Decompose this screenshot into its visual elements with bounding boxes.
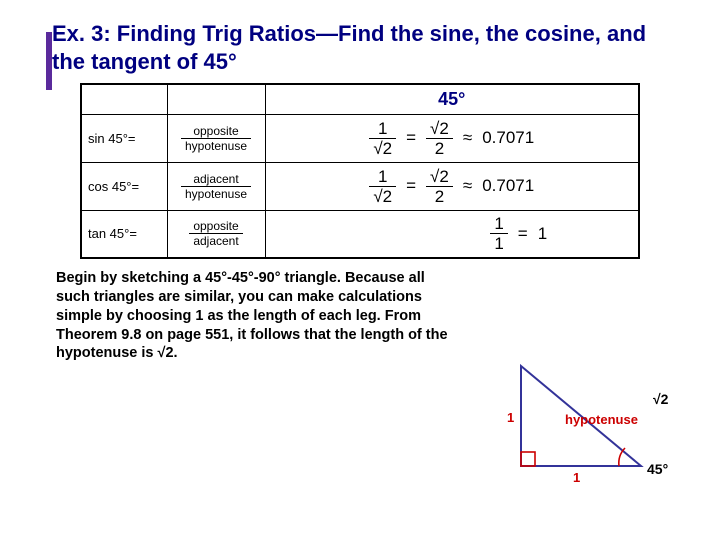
tan-result: 1 xyxy=(538,224,547,244)
cos-s1-den: √2 xyxy=(369,186,396,205)
sin-approx: 0.7071 xyxy=(482,128,534,148)
sin-den: hypotenuse xyxy=(181,138,251,152)
cos-approx: 0.7071 xyxy=(482,176,534,196)
sin-label: sin 45°= xyxy=(81,114,167,162)
leg-v-label: 1 xyxy=(507,410,514,425)
body-paragraph: Begin by sketching a 45°-45°-90° triangl… xyxy=(52,265,452,363)
angle-label: 45° xyxy=(647,461,668,477)
sin-num: opposite xyxy=(181,125,251,138)
tan-s1-den: 1 xyxy=(490,233,507,252)
cos-label: cos 45°= xyxy=(81,162,167,210)
accent-bar xyxy=(46,32,52,90)
row-tan: tan 45°= opposite adjacent 1 1 = 1 xyxy=(81,210,639,258)
triangle-diagram: 1 1 hypotenuse √2 45° xyxy=(489,348,684,498)
tan-definition: opposite adjacent xyxy=(167,210,265,258)
cos-s1-num: 1 xyxy=(369,168,396,186)
cos-s2-num: √2 xyxy=(426,168,453,186)
eq-icon: = xyxy=(518,224,528,244)
hdr-blank-1 xyxy=(81,84,167,114)
row-sin: sin 45°= opposite hypotenuse 1 √2 = √2 2 xyxy=(81,114,639,162)
hdr-angle: 45° xyxy=(265,84,639,114)
sin-s1-num: 1 xyxy=(369,120,396,138)
tan-den: adjacent xyxy=(189,233,242,247)
tan-s1-num: 1 xyxy=(490,215,507,233)
eq-icon: = xyxy=(406,176,416,196)
sin-s2-num: √2 xyxy=(426,120,453,138)
row-cos: cos 45°= adjacent hypotenuse 1 √2 = √2 2 xyxy=(81,162,639,210)
cos-den: hypotenuse xyxy=(181,186,251,200)
hdr-blank-2 xyxy=(167,84,265,114)
sin-definition: opposite hypotenuse xyxy=(167,114,265,162)
ratio-table: 45° sin 45°= opposite hypotenuse 1 √2 = xyxy=(80,83,640,259)
slide-title: Ex. 3: Finding Trig Ratios—Find the sine… xyxy=(52,20,668,75)
hyp-word: hypotenuse xyxy=(565,412,638,427)
approx-icon: ≈ xyxy=(463,128,472,148)
hyp-len: √2 xyxy=(653,391,669,407)
approx-icon: ≈ xyxy=(463,176,472,196)
tan-label: tan 45°= xyxy=(81,210,167,258)
sin-s1-den: √2 xyxy=(369,138,396,157)
tan-num: opposite xyxy=(189,220,242,233)
cos-definition: adjacent hypotenuse xyxy=(167,162,265,210)
eq-icon: = xyxy=(406,128,416,148)
sin-calc: 1 √2 = √2 2 ≈ 0.7071 xyxy=(265,114,639,162)
tan-calc: 1 1 = 1 xyxy=(265,210,639,258)
leg-h-label: 1 xyxy=(573,470,580,485)
cos-num: adjacent xyxy=(181,173,251,186)
cos-s2-den: 2 xyxy=(426,186,453,205)
sin-s2-den: 2 xyxy=(426,138,453,157)
cos-calc: 1 √2 = √2 2 ≈ 0.7071 xyxy=(265,162,639,210)
